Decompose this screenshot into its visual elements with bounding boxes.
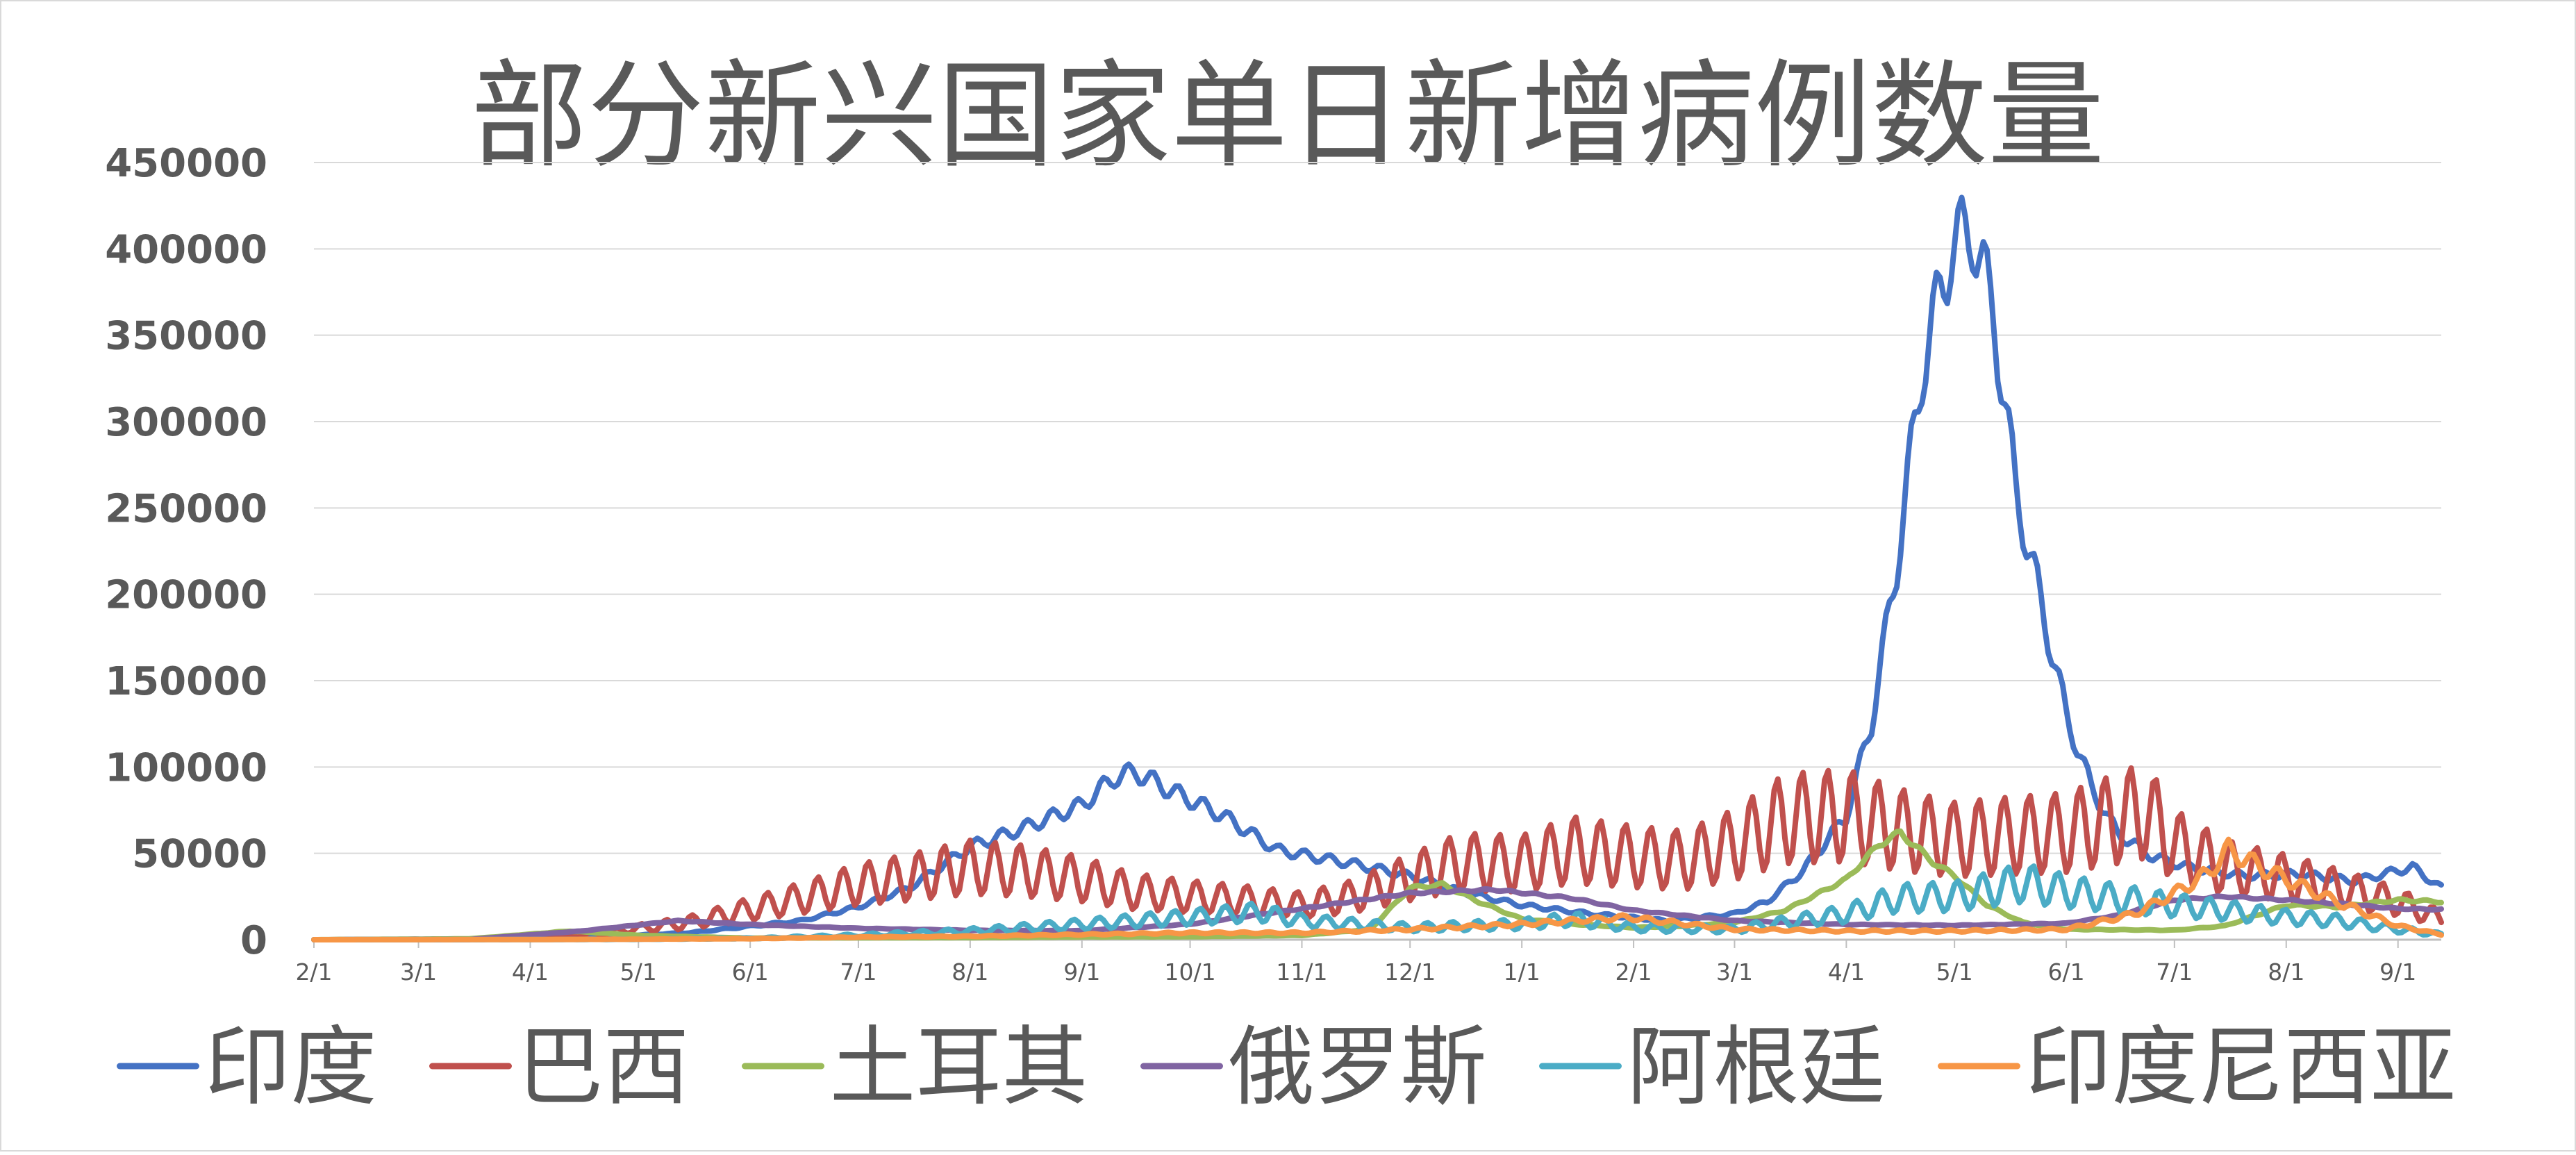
legend-item: 印度尼西亚 — [1938, 1017, 2457, 1117]
legend: 印度 巴西 土耳其 俄罗斯 阿根廷 印度尼西亚 — [117, 1017, 2457, 1117]
x-tick-label: 3/1 — [1716, 958, 1753, 986]
x-axis-tick-labels: 2/1 3/1 4/1 5/1 6/1 7/1 8/1 9/1 10/1 11/1 12/1 1/1 2… — [295, 940, 2416, 986]
x-tick-label: 10/1 — [1164, 958, 1215, 986]
y-tick-label: 400000 — [105, 227, 267, 272]
legend-label: 印度 — [205, 1017, 377, 1117]
legend-item: 印度 — [117, 1017, 377, 1117]
x-tick-label: 6/1 — [732, 958, 769, 986]
legend-label: 土耳其 — [830, 1017, 1088, 1117]
x-tick-label: 7/1 — [840, 958, 876, 986]
x-tick-label: 4/1 — [1828, 958, 1865, 986]
legend-label: 俄罗斯 — [1229, 1017, 1487, 1117]
x-tick-label: 6/1 — [2048, 958, 2085, 986]
x-tick-label: 11/1 — [1276, 958, 1327, 986]
legend-label: 阿根廷 — [1627, 1017, 1886, 1117]
x-tick-label: 12/1 — [1384, 958, 1436, 986]
x-tick-label: 8/1 — [952, 958, 988, 986]
x-tick-label: 9/1 — [2379, 958, 2416, 986]
x-tick-label: 9/1 — [1063, 958, 1100, 986]
x-tick-label: 2/1 — [295, 958, 332, 986]
y-axis-tick-labels: 0 50000 100000 150000 200000 250000 300000 3500… — [105, 141, 267, 963]
x-tick-label: 7/1 — [2156, 958, 2193, 986]
y-tick-label: 300000 — [105, 400, 267, 445]
y-tick-label: 200000 — [105, 573, 267, 618]
x-tick-label: 3/1 — [400, 958, 437, 986]
legend-item: 俄罗斯 — [1140, 1017, 1487, 1117]
legend-item: 阿根廷 — [1539, 1017, 1886, 1117]
x-tick-label: 8/1 — [2268, 958, 2304, 986]
y-tick-label: 450000 — [105, 141, 267, 186]
series-line-4 — [311, 886, 2444, 942]
x-tick-label: 5/1 — [620, 958, 657, 986]
legend-item: 巴西 — [429, 1017, 690, 1117]
legend-item: 土耳其 — [742, 1017, 1088, 1117]
x-tick-label: 5/1 — [1936, 958, 1973, 986]
x-tick-label: 4/1 — [512, 958, 549, 986]
legend-label: 巴西 — [517, 1017, 690, 1117]
y-tick-label: 150000 — [105, 659, 267, 704]
y-tick-label: 100000 — [105, 745, 267, 790]
y-tick-label: 250000 — [105, 486, 267, 531]
series-line-6 — [311, 836, 2444, 942]
series-lines — [311, 194, 2444, 942]
legend-label: 印度尼西亚 — [2026, 1017, 2457, 1117]
y-tick-label: 350000 — [105, 314, 267, 359]
x-tick-label: 2/1 — [1615, 958, 1652, 986]
y-tick-label: 0 — [240, 918, 267, 963]
chart-title: 部分新兴国家单日新增病例数量 — [471, 48, 2104, 184]
x-tick-label: 1/1 — [1504, 958, 1540, 986]
y-tick-label: 50000 — [132, 832, 267, 877]
